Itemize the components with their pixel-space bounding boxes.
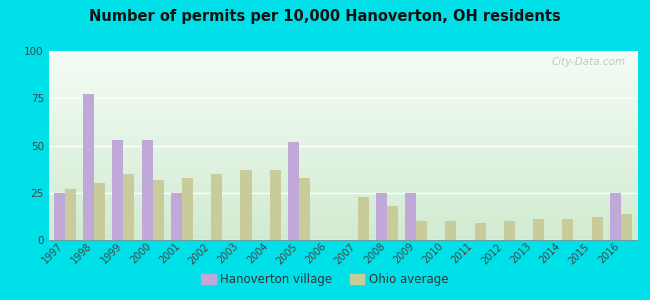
Bar (112, 140, 124, 240)
Bar (124, 174, 135, 240)
Bar (182, 178, 193, 240)
Bar (240, 170, 252, 240)
Bar (83, 94, 94, 240)
Bar (171, 193, 182, 240)
Bar (270, 170, 281, 240)
Bar (610, 193, 621, 240)
Bar (376, 193, 387, 240)
Bar (65, 189, 76, 240)
Text: Number of permits per 10,000 Hanoverton, OH residents: Number of permits per 10,000 Hanoverton,… (89, 9, 561, 24)
Bar (358, 196, 369, 240)
Bar (54, 193, 65, 240)
Legend: Hanoverton village, Ohio average: Hanoverton village, Ohio average (197, 269, 453, 291)
Bar (153, 179, 164, 240)
Bar (474, 223, 486, 240)
Text: City-Data.com: City-Data.com (551, 57, 625, 67)
Bar (504, 221, 515, 240)
Bar (445, 221, 456, 240)
Bar (142, 140, 153, 240)
Bar (562, 219, 573, 240)
Bar (387, 206, 398, 240)
Bar (533, 219, 544, 240)
Bar (592, 217, 603, 240)
Bar (288, 142, 299, 240)
Bar (299, 178, 310, 240)
Bar (621, 214, 632, 240)
Bar (211, 174, 222, 240)
Bar (94, 183, 105, 240)
Bar (405, 193, 416, 240)
Bar (416, 221, 427, 240)
